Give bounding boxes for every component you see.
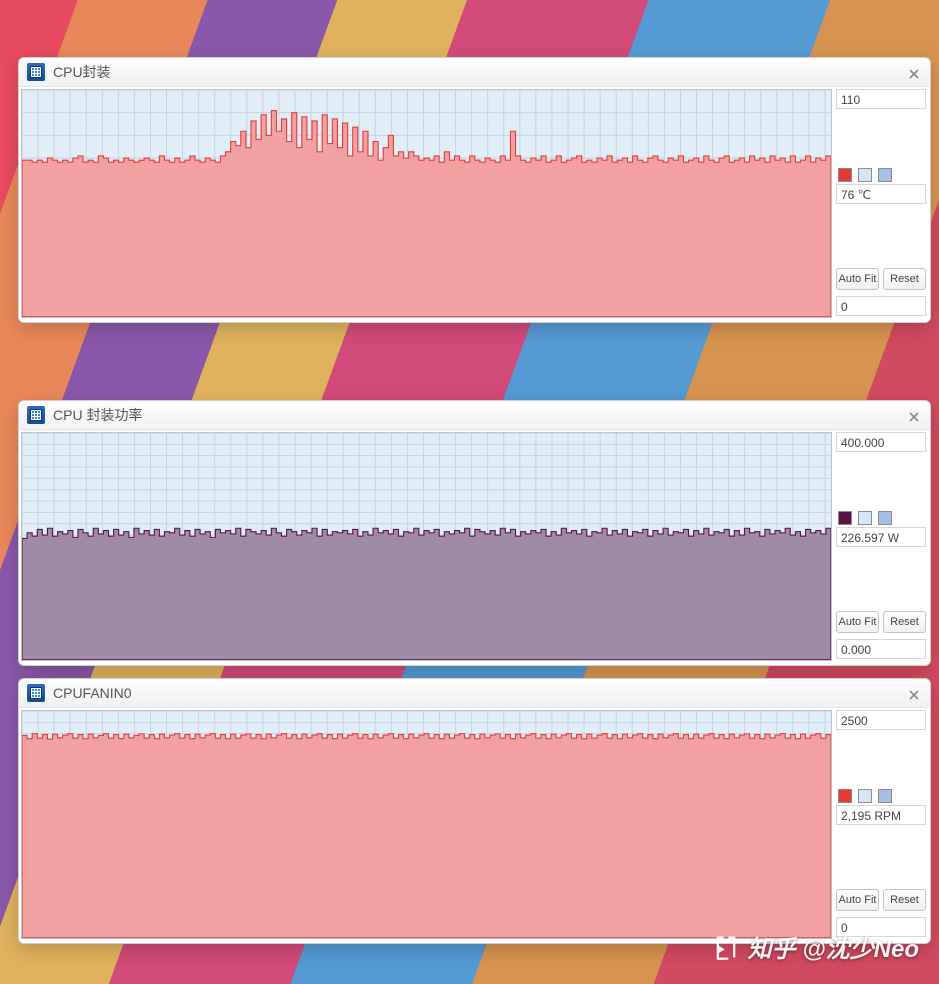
close-button[interactable] [904, 685, 924, 705]
monitor-panel: CPU 封装功率 400.000 226.597 W A [18, 400, 931, 666]
y-max-value: 110 [836, 89, 926, 109]
y-min-value: 0.000 [836, 639, 926, 659]
app-icon [27, 684, 45, 702]
current-value: 2,195 RPM [836, 805, 926, 825]
color-swatch[interactable] [878, 168, 892, 182]
reset-button[interactable]: Reset [883, 611, 926, 633]
window-title: CPUFANIN0 [53, 685, 132, 701]
current-value: 76 ℃ [836, 184, 926, 204]
panel-body: 110 76 ℃ Auto Fit Reset 0 [19, 87, 930, 322]
color-swatch[interactable] [858, 168, 872, 182]
close-button[interactable] [904, 64, 924, 84]
color-swatch[interactable] [838, 511, 852, 525]
reset-button[interactable]: Reset [883, 268, 926, 290]
y-max-value: 400.000 [836, 432, 926, 452]
window-title: CPU 封装功率 [53, 405, 142, 425]
color-swatch[interactable] [838, 168, 852, 182]
color-swatches [836, 789, 926, 805]
watermark-text: 知乎 @沈少Neo [748, 929, 919, 964]
chart-sidebar: 2500 2,195 RPM Auto Fit Reset 0 [836, 710, 926, 939]
titlebar[interactable]: CPU封装 [19, 58, 930, 87]
watermark: 知乎 @沈少Neo [712, 929, 919, 964]
window-title: CPU封装 [53, 62, 111, 82]
color-swatch[interactable] [878, 789, 892, 803]
panel-body: 400.000 226.597 W Auto Fit Reset 0.000 [19, 430, 930, 665]
autofit-button[interactable]: Auto Fit [836, 268, 879, 290]
autofit-button[interactable]: Auto Fit [836, 611, 879, 633]
app-icon [27, 63, 45, 81]
reset-button[interactable]: Reset [883, 889, 926, 911]
chart-area[interactable] [21, 89, 832, 318]
color-swatches [836, 168, 926, 184]
color-swatch[interactable] [858, 511, 872, 525]
color-swatch[interactable] [858, 789, 872, 803]
chart-area[interactable] [21, 432, 832, 661]
close-button[interactable] [904, 407, 924, 427]
monitor-panel: CPU封装 110 76 ℃ Auto Fit [18, 57, 931, 323]
autofit-button[interactable]: Auto Fit [836, 889, 879, 911]
color-swatch[interactable] [878, 511, 892, 525]
y-max-value: 2500 [836, 710, 926, 730]
monitor-panel: CPUFANIN0 2500 2,195 RPM Aut [18, 678, 931, 944]
chart-sidebar: 400.000 226.597 W Auto Fit Reset 0.000 [836, 432, 926, 661]
y-min-value: 0 [836, 296, 926, 316]
color-swatches [836, 511, 926, 527]
chart-sidebar: 110 76 ℃ Auto Fit Reset 0 [836, 89, 926, 318]
panel-body: 2500 2,195 RPM Auto Fit Reset 0 [19, 708, 930, 943]
titlebar[interactable]: CPUFANIN0 [19, 679, 930, 708]
current-value: 226.597 W [836, 527, 926, 547]
color-swatch[interactable] [838, 789, 852, 803]
app-icon [27, 406, 45, 424]
chart-area[interactable] [21, 710, 832, 939]
titlebar[interactable]: CPU 封装功率 [19, 401, 930, 430]
